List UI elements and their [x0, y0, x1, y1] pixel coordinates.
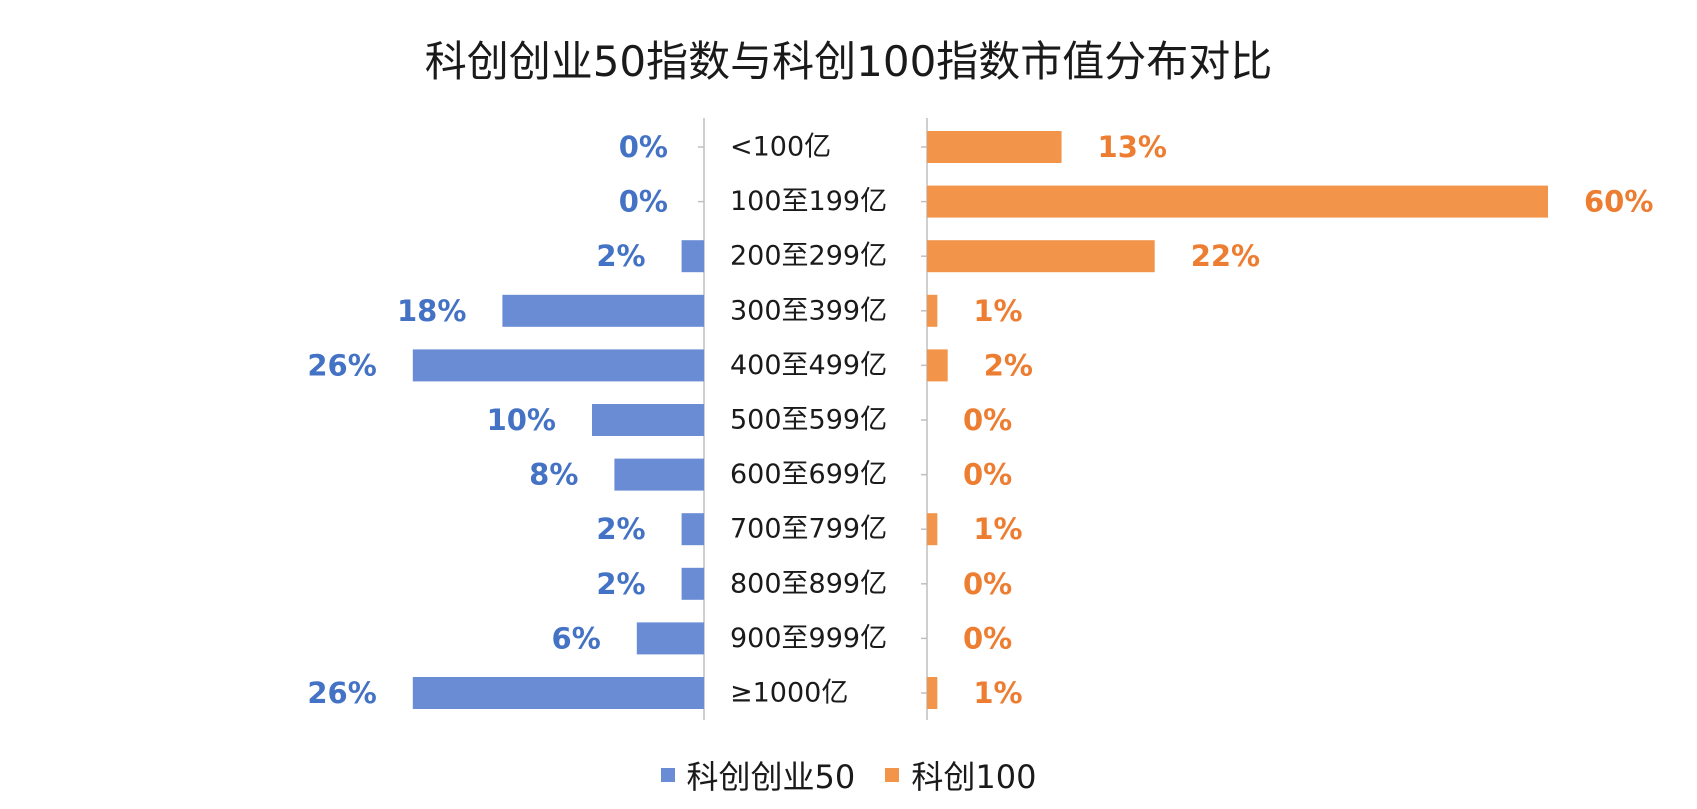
data-label-series-2: 60% — [1584, 185, 1653, 219]
data-label-series-1: 18% — [397, 294, 466, 328]
data-label-series-1: 26% — [307, 676, 376, 710]
bar-series-1 — [412, 349, 704, 382]
data-label-series-1: 2% — [596, 239, 645, 273]
legend-swatch-series-1 — [660, 768, 675, 782]
bar-series-1 — [502, 294, 704, 327]
data-label-series-2: 0% — [963, 567, 1012, 601]
category-label: 700至799亿 — [730, 514, 887, 545]
data-label-series-1: 0% — [619, 185, 668, 219]
category-label: 900至999亿 — [730, 623, 887, 654]
bar-series-2 — [927, 240, 1155, 273]
category-label: 800至899亿 — [730, 568, 887, 599]
data-label-series-2: 0% — [963, 458, 1012, 492]
bar-series-1 — [412, 677, 704, 709]
data-label-series-1: 0% — [619, 130, 668, 164]
bar-series-2 — [927, 513, 938, 546]
category-label: 600至699亿 — [730, 459, 887, 490]
legend-item-series-1: 科创创业50 — [660, 752, 856, 798]
data-label-series-2: 1% — [973, 676, 1022, 710]
category-label: 400至499亿 — [730, 350, 887, 381]
legend-item-series-2: 科创100 — [885, 752, 1037, 798]
data-label-series-1: 2% — [596, 512, 645, 546]
data-label-series-1: 8% — [529, 458, 578, 492]
data-label-series-2: 1% — [973, 294, 1022, 328]
category-label: 100至199亿 — [730, 186, 887, 217]
category-label: 500至599亿 — [730, 405, 887, 436]
data-label-series-2: 1% — [973, 512, 1022, 546]
data-label-series-1: 26% — [307, 348, 376, 382]
bar-series-1 — [636, 622, 704, 655]
bar-series-2 — [927, 131, 1062, 163]
bar-series-1 — [592, 404, 704, 436]
bar-series-2 — [927, 294, 938, 327]
data-label-series-2: 22% — [1191, 239, 1260, 273]
data-label-series-1: 6% — [552, 621, 601, 655]
category-label: <100亿 — [730, 132, 831, 163]
bar-series-2 — [927, 349, 948, 382]
bar-series-1 — [681, 567, 704, 600]
bar-series-1 — [681, 240, 704, 273]
category-label: ≥1000亿 — [730, 678, 848, 709]
chart-legend: 科创创业50 科创100 — [0, 752, 1697, 798]
bar-series-1 — [614, 458, 704, 491]
legend-swatch-series-2 — [885, 768, 900, 782]
bar-series-1 — [681, 513, 704, 546]
category-label: 200至299亿 — [730, 241, 887, 272]
legend-label-series-1: 科创创业50 — [686, 758, 856, 796]
data-label-series-2: 13% — [1098, 130, 1167, 164]
data-label-series-2: 0% — [963, 621, 1012, 655]
chart-title: 科创创业50指数与科创100指数市值分布对比 — [424, 37, 1273, 86]
data-label-series-1: 10% — [487, 403, 556, 437]
data-label-series-1: 2% — [596, 567, 645, 601]
category-label: 300至399亿 — [730, 295, 887, 326]
bar-series-2 — [927, 677, 938, 709]
data-label-series-2: 2% — [984, 348, 1033, 382]
legend-label-series-2: 科创100 — [911, 758, 1037, 796]
bar-series-2 — [927, 185, 1548, 218]
data-label-series-2: 0% — [963, 403, 1012, 437]
